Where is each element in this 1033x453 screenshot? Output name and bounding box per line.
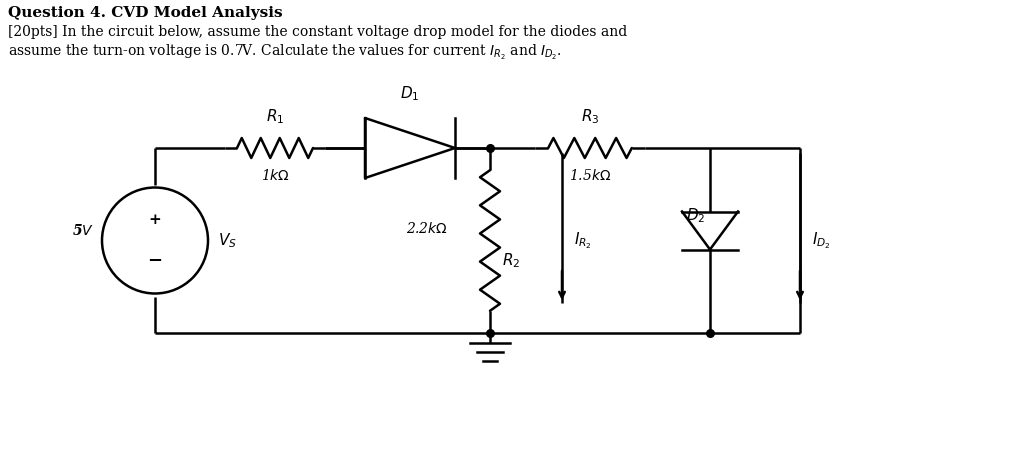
Text: $R_3$: $R_3$ [581, 107, 599, 126]
Text: 1.5$k\Omega$: 1.5$k\Omega$ [569, 168, 612, 183]
Text: [20pts] In the circuit below, assume the constant voltage drop model for the dio: [20pts] In the circuit below, assume the… [8, 25, 627, 39]
Text: $D_2$: $D_2$ [686, 206, 705, 225]
Text: $D_1$: $D_1$ [400, 84, 419, 103]
Text: 1$k\Omega$: 1$k\Omega$ [260, 168, 289, 183]
Text: Question 4. CVD Model Analysis: Question 4. CVD Model Analysis [8, 6, 283, 20]
Text: 2.2$k\Omega$: 2.2$k\Omega$ [406, 221, 448, 236]
Text: $V_S$: $V_S$ [218, 231, 237, 250]
Text: $I_{D_2}$: $I_{D_2}$ [812, 230, 831, 251]
Text: +: + [149, 213, 161, 227]
Text: assume the turn-on voltage is 0.7V. Calculate the values for current $I_{R_2}$ a: assume the turn-on voltage is 0.7V. Calc… [8, 43, 562, 62]
Text: −: − [148, 251, 162, 270]
Text: 5$V$: 5$V$ [72, 223, 94, 238]
Text: $R_2$: $R_2$ [502, 251, 521, 270]
Text: $I_{R_2}$: $I_{R_2}$ [574, 230, 592, 251]
Text: $R_1$: $R_1$ [265, 107, 284, 126]
